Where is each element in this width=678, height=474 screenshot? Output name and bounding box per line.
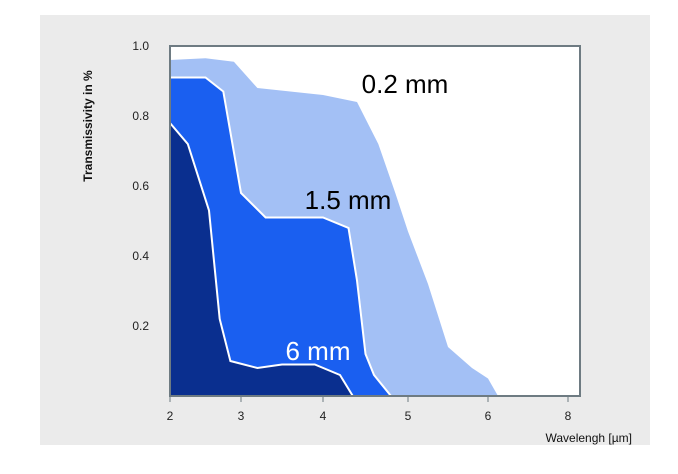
series-edge-3 (169, 122, 354, 397)
x-tick-label: 2 (167, 409, 174, 423)
series-area-3 (170, 123, 353, 396)
x-tick-label: 8 (565, 409, 572, 423)
y-tick-label: 1.0 (132, 39, 149, 53)
series-edge-2 (170, 76, 392, 397)
x-axis-label: Wavelengh [µm] (545, 431, 632, 445)
x-tick-label: 4 (320, 409, 327, 423)
y-tick-label: 0.8 (132, 109, 149, 123)
plot-border (169, 45, 581, 397)
curve-label-3: 6 mm (286, 336, 351, 366)
y-tick-label: 0.2 (132, 319, 149, 333)
x-tick-label: 5 (405, 409, 412, 423)
curve-label-2: 1.5 mm (305, 185, 392, 215)
curve-label-1: 0.2 mm (362, 69, 449, 99)
y-tick-label: 0.6 (132, 179, 149, 193)
y-tick-label: 0.4 (132, 249, 149, 263)
series-area-2 (170, 77, 391, 396)
x-tick-label: 3 (238, 409, 245, 423)
y-axis-label: Transmissivity in % (81, 70, 95, 182)
x-tick-label: 6 (485, 409, 492, 423)
